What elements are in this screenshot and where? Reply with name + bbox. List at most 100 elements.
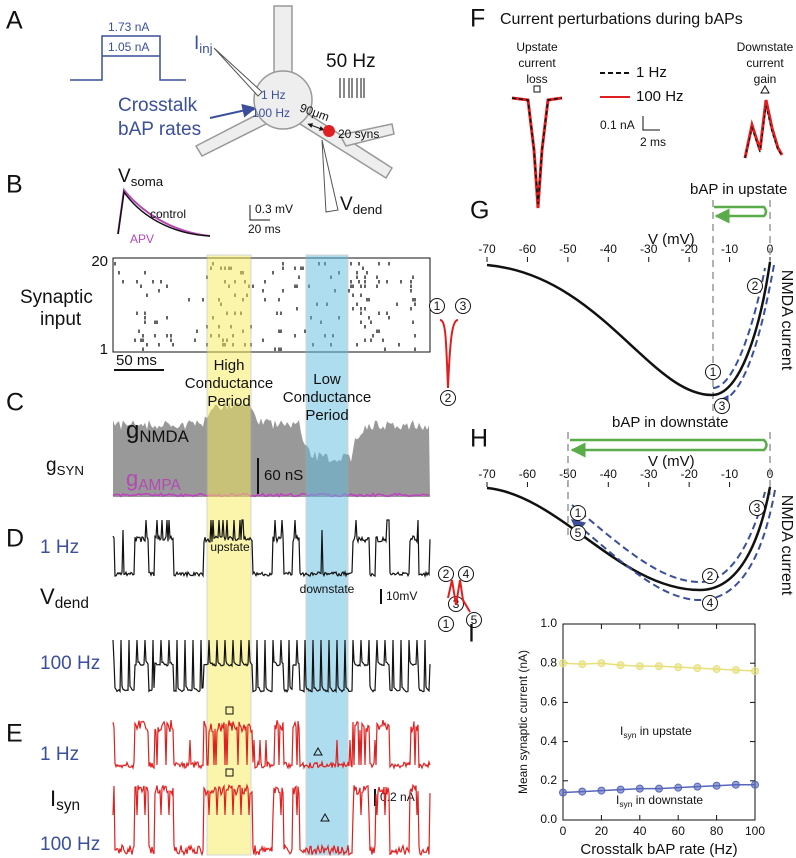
panel-label: C [6, 389, 24, 417]
trajectory [571, 491, 766, 584]
gampa-label: gAMPA [126, 466, 181, 494]
point [616, 785, 625, 794]
marker-label: 5 [575, 526, 582, 540]
marker-circle [749, 500, 765, 516]
scale-label: 2 ms [640, 135, 666, 149]
f-label: Upstate [516, 40, 558, 54]
scale-label: 60 nS [264, 467, 303, 484]
triangle-marker [313, 746, 323, 756]
bap-arrow [570, 438, 768, 458]
f-label: current [746, 56, 784, 70]
scale-bar [249, 205, 270, 221]
syns-label: 20 syns [338, 127, 379, 141]
marker-label: 3 [460, 299, 467, 313]
square-marker [225, 706, 234, 715]
raster-spikes [114, 262, 416, 351]
stim-raster [339, 78, 365, 98]
raster-tick: 1 [100, 341, 108, 358]
panel-h: H bAP in downstate V (mV) -70-60-50-40-3… [438, 414, 795, 632]
apv-label: APV [130, 232, 154, 246]
panel-label: G [470, 197, 489, 225]
band-label: Conductance [283, 389, 371, 406]
panel-label: D [6, 525, 24, 553]
iinj-label: Iinj [194, 33, 213, 56]
marker-circle [440, 390, 456, 406]
panel-label: H [470, 425, 488, 453]
tick-label: -10 [721, 242, 739, 256]
square-marker [225, 768, 234, 777]
x-tick-label: 0 [560, 824, 567, 838]
scale-label: 20 ms [248, 222, 281, 236]
tick-label: -40 [600, 242, 618, 256]
marker-circle [438, 566, 454, 582]
vdend-trace-1hz [112, 519, 431, 579]
gnmda-label: gNMDA [126, 417, 190, 446]
annotation-part: in upstate [636, 724, 692, 738]
panel-f: F Current perturbations during bAPs Upst… [470, 5, 794, 209]
marker-label: 1 [443, 617, 450, 631]
axis-label: NMDA current [778, 495, 795, 596]
control-trace [117, 190, 211, 237]
tick-label: -70 [478, 242, 496, 256]
marker-circle [458, 566, 474, 582]
marker-label: 4 [463, 567, 470, 581]
point [693, 782, 702, 791]
x-tick-label: 40 [633, 824, 647, 838]
marker-circle [570, 525, 586, 541]
y-tick-label: 1.0 [540, 616, 557, 630]
arrow-label: bAP in upstate [690, 181, 787, 198]
rate-label: 1 Hz [261, 88, 286, 102]
amp-label: 1.05 nA [108, 40, 149, 54]
y-tick-label: 0.6 [540, 695, 557, 709]
rate-label: 100 Hz [40, 653, 100, 674]
panel-label: I [468, 620, 475, 648]
panel-a: A 1.73 nA 1.05 nA Iinj Crosstalk bAP rat… [6, 5, 395, 217]
inset-trace [439, 319, 459, 389]
low-conductance-band [305, 254, 349, 856]
marker-label: 1 [575, 506, 582, 520]
panel-g: G bAP in upstate V (mV) -70 -60 -50 -40 -30 -… [429, 181, 795, 420]
plot-frame [562, 623, 756, 821]
state-label: downstate [300, 582, 355, 596]
tick-label: -30 [640, 467, 658, 481]
marker-label: 3 [754, 501, 761, 515]
point [578, 787, 587, 796]
tick-label: -20 [680, 467, 698, 481]
annotation: Isyn in upstate [620, 724, 692, 740]
annotation-part: I [620, 724, 623, 738]
marker-circle [714, 398, 730, 414]
point [674, 783, 683, 792]
vsoma-label: Vsoma [118, 166, 164, 189]
gsyn-label: gSYN [46, 455, 84, 478]
triangle-marker [320, 812, 330, 822]
electrode [321, 139, 339, 213]
x-tick-label: 80 [710, 824, 724, 838]
axis-label: NMDA current [778, 270, 795, 371]
point [751, 667, 759, 676]
marker-label: 2 [752, 279, 759, 293]
scale-bar [642, 116, 660, 131]
point [597, 786, 606, 795]
f-label: current [518, 56, 556, 70]
x-tick-label: 20 [595, 824, 609, 838]
background-layer [112, 401, 430, 498]
markers-e [225, 706, 330, 822]
point [731, 666, 740, 675]
vdend-label: Vdend [340, 194, 382, 217]
triangle-marker [760, 84, 770, 94]
square-marker [533, 85, 541, 93]
point [693, 664, 702, 673]
crosstalk-label: Crosstalk [118, 95, 198, 116]
tick-label: -50 [559, 242, 577, 256]
panel-label: B [6, 171, 23, 199]
point [712, 781, 721, 790]
legend-label: 1 Hz [636, 64, 667, 81]
point [559, 659, 567, 668]
marker-circle [702, 568, 718, 584]
panel-label: E [6, 720, 23, 748]
step-trace [70, 35, 186, 81]
axis-label: V (mV) [648, 231, 695, 248]
trajectory [714, 264, 775, 409]
y-tick-label: 0.2 [540, 773, 557, 787]
